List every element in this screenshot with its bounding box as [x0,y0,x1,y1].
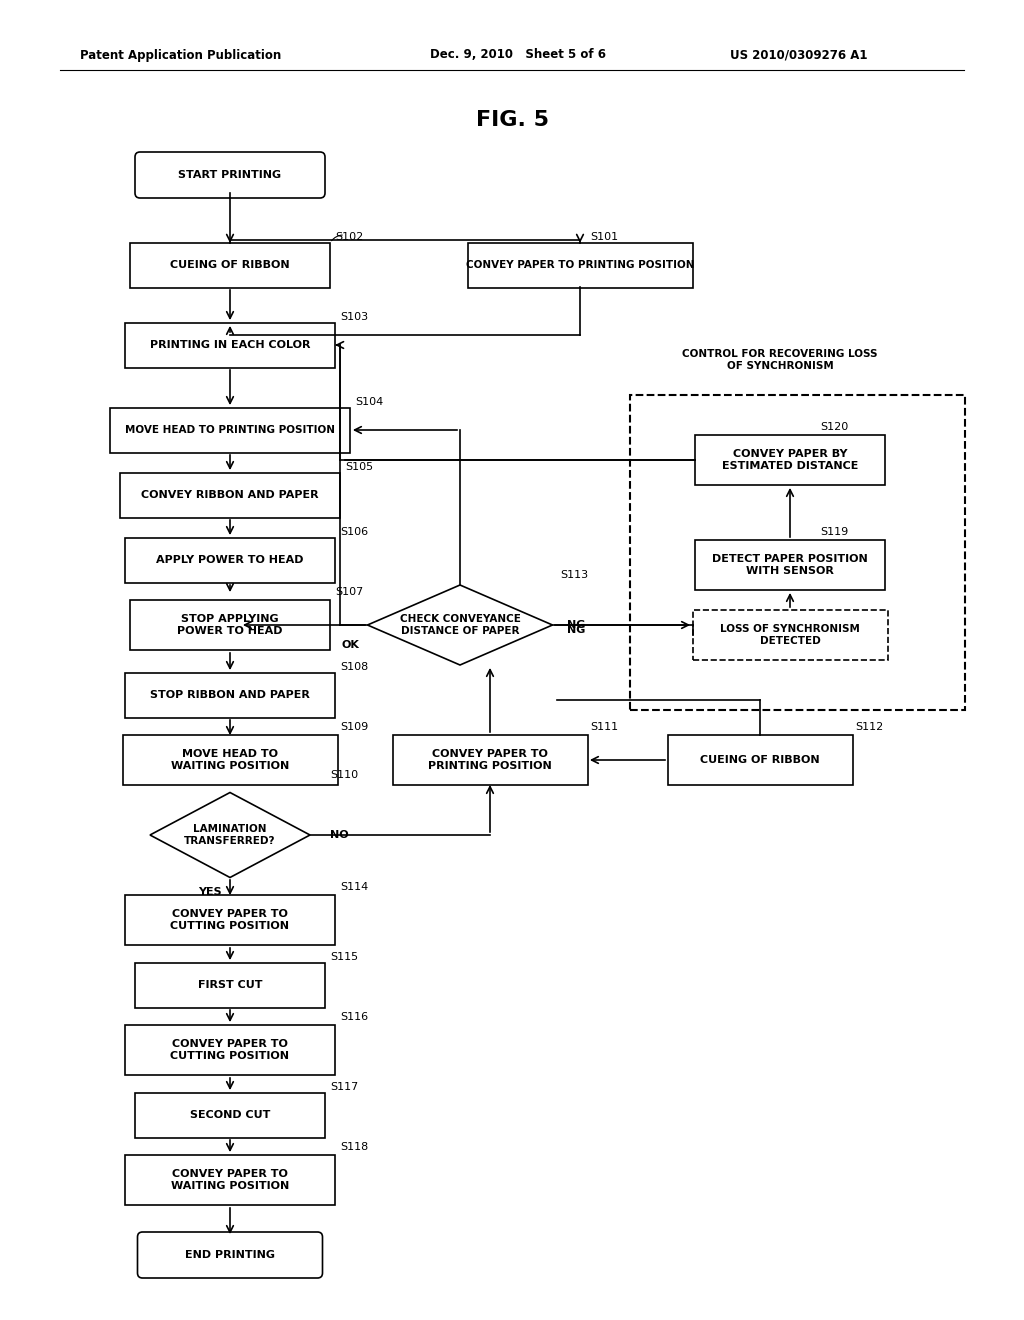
FancyBboxPatch shape [695,436,885,484]
FancyBboxPatch shape [130,601,330,649]
Text: START PRINTING: START PRINTING [178,170,282,180]
FancyBboxPatch shape [125,322,335,367]
Text: DETECT PAPER POSITION
WITH SENSOR: DETECT PAPER POSITION WITH SENSOR [712,554,868,576]
Text: Patent Application Publication: Patent Application Publication [80,49,282,62]
Text: END PRINTING: END PRINTING [185,1250,275,1261]
FancyBboxPatch shape [125,672,335,718]
Text: S114: S114 [340,882,369,892]
FancyBboxPatch shape [125,895,335,945]
Text: LOSS OF SYNCHRONISM
DETECTED: LOSS OF SYNCHRONISM DETECTED [720,624,860,645]
Text: S113: S113 [560,570,588,579]
Text: CONVEY PAPER TO
CUTTING POSITION: CONVEY PAPER TO CUTTING POSITION [171,909,290,931]
Text: YES: YES [199,887,222,898]
Polygon shape [368,585,553,665]
FancyBboxPatch shape [692,610,888,660]
Text: S102: S102 [335,232,364,242]
Text: CONVEY PAPER TO PRINTING POSITION: CONVEY PAPER TO PRINTING POSITION [466,260,694,271]
Text: CONVEY RIBBON AND PAPER: CONVEY RIBBON AND PAPER [141,490,318,500]
Text: CONVEY PAPER TO
CUTTING POSITION: CONVEY PAPER TO CUTTING POSITION [171,1039,290,1061]
FancyBboxPatch shape [125,1026,335,1074]
Text: CHECK CONVEYANCE
DISTANCE OF PAPER: CHECK CONVEYANCE DISTANCE OF PAPER [399,614,520,636]
Text: NG: NG [567,620,586,630]
Text: S112: S112 [855,722,884,733]
Text: FIRST CUT: FIRST CUT [198,979,262,990]
Text: CONVEY PAPER TO
PRINTING POSITION: CONVEY PAPER TO PRINTING POSITION [428,750,552,771]
Text: S117: S117 [330,1082,358,1092]
Text: FIG. 5: FIG. 5 [475,110,549,129]
Text: NG: NG [567,624,586,635]
FancyBboxPatch shape [125,1155,335,1205]
Text: SECOND CUT: SECOND CUT [189,1110,270,1119]
Text: US 2010/0309276 A1: US 2010/0309276 A1 [730,49,867,62]
Polygon shape [150,792,310,878]
Text: S107: S107 [335,587,364,597]
Text: S104: S104 [355,397,383,407]
Text: MOVE HEAD TO
WAITING POSITION: MOVE HEAD TO WAITING POSITION [171,750,289,771]
FancyBboxPatch shape [123,735,338,785]
Text: STOP APPLYING
POWER TO HEAD: STOP APPLYING POWER TO HEAD [177,614,283,636]
Text: S119: S119 [820,527,848,537]
FancyBboxPatch shape [135,1093,325,1138]
FancyBboxPatch shape [110,408,350,453]
Text: PRINTING IN EACH COLOR: PRINTING IN EACH COLOR [150,341,310,350]
Text: STOP RIBBON AND PAPER: STOP RIBBON AND PAPER [151,690,310,700]
FancyBboxPatch shape [135,962,325,1007]
FancyBboxPatch shape [630,395,965,710]
Text: S120: S120 [820,422,848,432]
Text: CONVEY PAPER BY
ESTIMATED DISTANCE: CONVEY PAPER BY ESTIMATED DISTANCE [722,449,858,471]
Text: S101: S101 [590,232,618,242]
FancyBboxPatch shape [120,473,340,517]
FancyBboxPatch shape [695,540,885,590]
Text: CUEING OF RIBBON: CUEING OF RIBBON [700,755,820,766]
Text: LAMINATION
TRANSFERRED?: LAMINATION TRANSFERRED? [184,824,275,846]
FancyBboxPatch shape [668,735,853,785]
Text: S118: S118 [340,1142,369,1152]
Text: APPLY POWER TO HEAD: APPLY POWER TO HEAD [157,554,304,565]
Text: S111: S111 [590,722,618,733]
Text: S108: S108 [340,663,369,672]
FancyBboxPatch shape [137,1232,323,1278]
Text: S105: S105 [345,462,373,473]
Text: CUEING OF RIBBON: CUEING OF RIBBON [170,260,290,271]
Text: S115: S115 [330,952,358,962]
Text: S103: S103 [340,312,368,322]
Text: S116: S116 [340,1012,368,1022]
FancyBboxPatch shape [130,243,330,288]
Text: S106: S106 [340,527,368,537]
Text: CONVEY PAPER TO
WAITING POSITION: CONVEY PAPER TO WAITING POSITION [171,1170,289,1191]
Text: S110: S110 [330,770,358,780]
Text: CONTROL FOR RECOVERING LOSS
OF SYNCHRONISM: CONTROL FOR RECOVERING LOSS OF SYNCHRONI… [682,350,878,371]
Text: NO: NO [330,830,348,840]
FancyBboxPatch shape [125,537,335,582]
FancyBboxPatch shape [468,243,692,288]
FancyBboxPatch shape [392,735,588,785]
Text: S109: S109 [340,722,369,733]
Text: Dec. 9, 2010   Sheet 5 of 6: Dec. 9, 2010 Sheet 5 of 6 [430,49,606,62]
Text: OK: OK [341,640,359,649]
FancyBboxPatch shape [135,152,325,198]
Text: MOVE HEAD TO PRINTING POSITION: MOVE HEAD TO PRINTING POSITION [125,425,335,436]
